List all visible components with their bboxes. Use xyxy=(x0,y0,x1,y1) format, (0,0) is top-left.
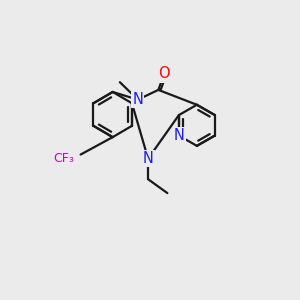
Text: N: N xyxy=(143,151,154,166)
Text: N: N xyxy=(173,128,184,143)
Text: O: O xyxy=(158,67,170,82)
Text: CF₃: CF₃ xyxy=(54,152,74,165)
Text: N: N xyxy=(132,92,143,107)
